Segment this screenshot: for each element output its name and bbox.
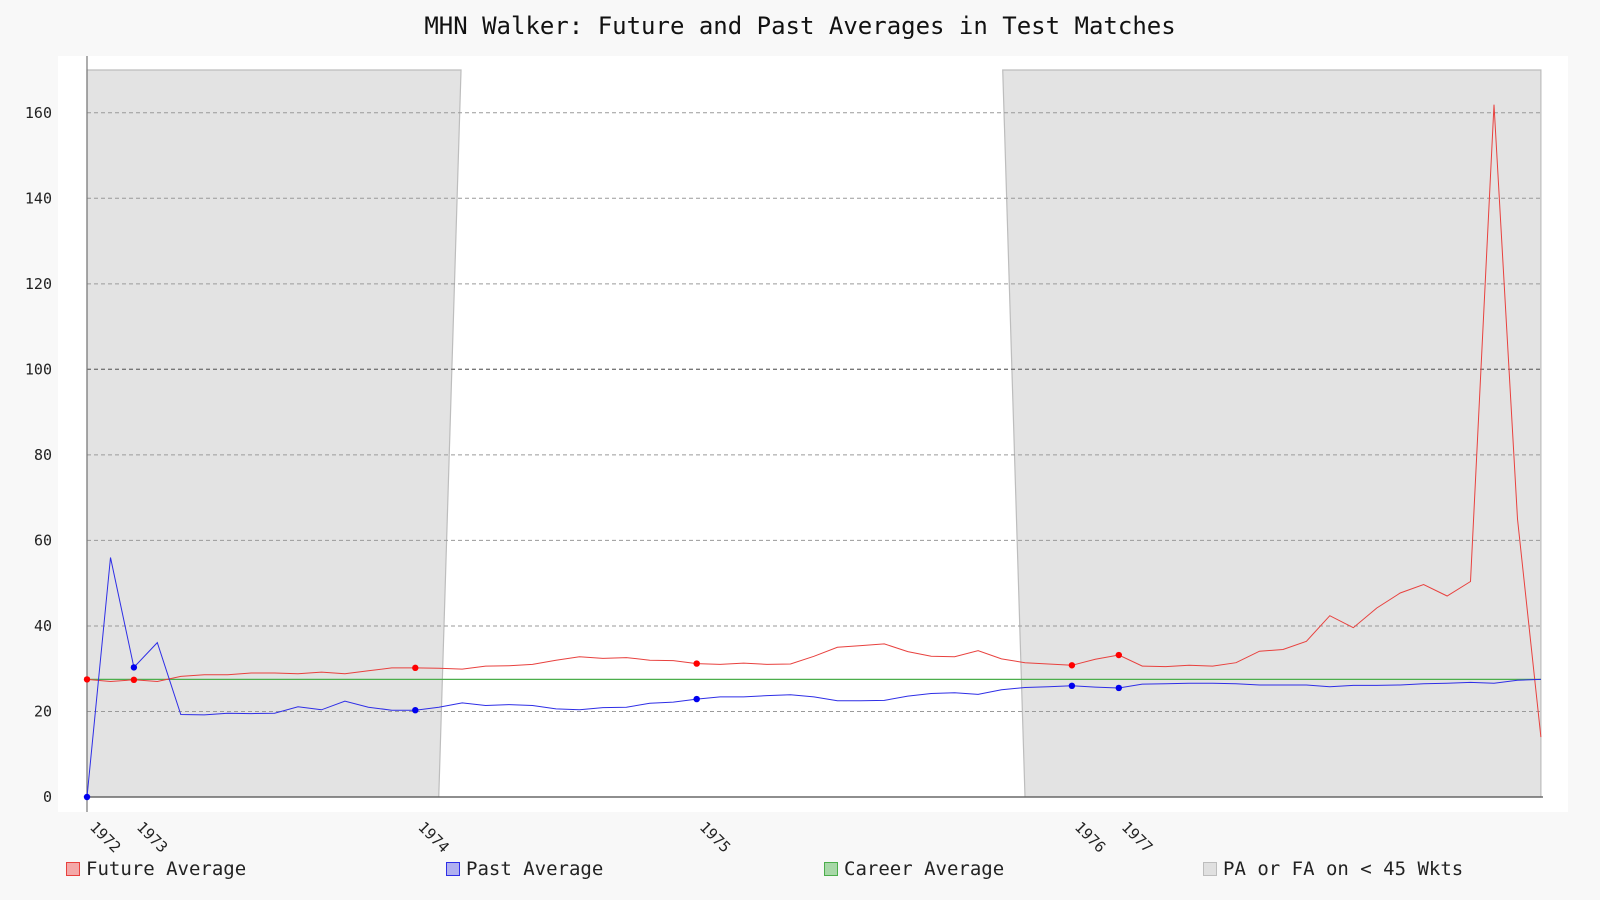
legend: Future Average Past Average Career Avera… bbox=[0, 858, 1600, 888]
axes bbox=[86, 56, 1543, 812]
legend-label-shaded: PA or FA on < 45 Wkts bbox=[1223, 858, 1464, 880]
y-tick-label: 0 bbox=[43, 788, 52, 806]
chart-title: MHN Walker: Future and Past Averages in … bbox=[424, 12, 1176, 40]
x-tick-label: 1975 bbox=[696, 818, 734, 856]
y-tick-label: 60 bbox=[34, 531, 52, 549]
past-average-line bbox=[86, 557, 1541, 798]
past-marker bbox=[1115, 684, 1123, 692]
legend-item-shaded[interactable]: PA or FA on < 45 Wkts bbox=[1203, 858, 1463, 880]
legend-label-career: Career Average bbox=[844, 858, 1005, 880]
y-tick-label: 120 bbox=[25, 275, 52, 293]
future-marker bbox=[130, 676, 138, 684]
past-marker bbox=[130, 664, 138, 671]
x-tick-label: 1972 bbox=[86, 818, 124, 856]
y-tick-label: 20 bbox=[34, 702, 52, 720]
legend-swatch-career bbox=[824, 862, 838, 876]
legend-item-future[interactable]: Future Average bbox=[66, 858, 246, 880]
series-lines bbox=[83, 104, 1542, 801]
gridlines bbox=[87, 112, 1543, 712]
future-average-line bbox=[86, 104, 1542, 738]
past-marker bbox=[693, 695, 700, 703]
future-marker bbox=[83, 676, 91, 683]
legend-label-past: Past Average bbox=[466, 858, 604, 880]
x-tick-label: 1973 bbox=[133, 818, 171, 856]
legend-swatch-shaded bbox=[1203, 862, 1217, 876]
x-tick-label: 1976 bbox=[1071, 818, 1109, 856]
x-tick-label: 1977 bbox=[1118, 818, 1156, 856]
legend-item-career[interactable]: Career Average bbox=[824, 858, 1004, 880]
y-tick-label: 100 bbox=[25, 360, 52, 378]
legend-item-past[interactable]: Past Average bbox=[446, 858, 603, 880]
legend-label-future: Future Average bbox=[86, 858, 247, 880]
past-marker bbox=[412, 706, 419, 714]
future-marker bbox=[693, 660, 700, 667]
y-tick-label: 80 bbox=[34, 446, 52, 464]
future-marker bbox=[1068, 662, 1076, 669]
legend-swatch-future bbox=[66, 862, 80, 876]
future-marker bbox=[412, 664, 419, 672]
future-marker bbox=[1115, 651, 1123, 659]
y-tick-label: 40 bbox=[34, 617, 52, 635]
x-tick-label: 1974 bbox=[414, 818, 452, 856]
y-tick-label: 160 bbox=[25, 104, 52, 122]
legend-swatch-past bbox=[446, 862, 460, 876]
past-marker bbox=[83, 793, 91, 801]
y-tick-label: 140 bbox=[25, 189, 52, 207]
past-marker bbox=[1068, 682, 1076, 690]
